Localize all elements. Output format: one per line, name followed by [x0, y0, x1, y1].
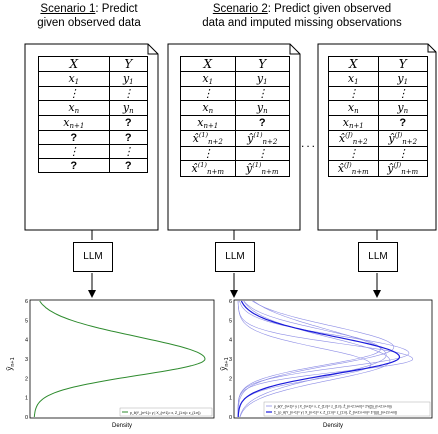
plot-xlabel: Density: [112, 423, 132, 429]
cell-xhat-nm: x̂(1)n+m: [180, 160, 236, 177]
plot-ylabel: ŷn+1: [220, 357, 230, 370]
averaged-density-curve: [237, 300, 401, 418]
llm-box-1: LLM: [73, 242, 113, 272]
density-plot-imputed: ŷn+1 0 1 2 3 4 5 6 p_θ(Y_{n+1}= y | X_{n+1}= x…: [220, 299, 433, 429]
cell-ellipsis: ⋮: [234, 86, 290, 101]
imputed-density-curve: [239, 300, 391, 418]
scenario1-title: Scenario 1: Predict given observed data: [8, 2, 170, 30]
cell-xn: xn: [328, 100, 379, 116]
plot-xlabel: Density: [323, 423, 343, 429]
y-tick-label: 2: [229, 376, 232, 382]
y-tick-label: 1: [25, 396, 28, 402]
cell-unknown: ?: [108, 115, 149, 131]
cell-unknown: ?: [38, 158, 110, 173]
cell-xn: xn: [180, 100, 236, 116]
llm-box-3: LLM: [358, 242, 398, 272]
cell-ellipsis: ⋮: [234, 146, 290, 161]
legend-text-2: Σ_j p_θ(Y_{n+1}= y | X_{n+1}= x, Z_{1:n}…: [274, 410, 397, 415]
col-x: X: [180, 56, 236, 72]
cell-unknown: ?: [234, 115, 290, 131]
cell-yhat-nm: ŷ(J)n+m: [377, 160, 428, 177]
scenario1-title-line2: given observed data: [37, 17, 141, 29]
imputed-density-curve: [237, 300, 395, 417]
arrows: [88, 273, 381, 298]
plot-frame: [29, 299, 215, 419]
cell-ellipsis: ⋮: [377, 86, 428, 101]
cell-x1: x1: [328, 71, 379, 87]
imputed-density-curve: [239, 300, 387, 418]
scenario2-title-line2: data and imputed missing observations: [202, 17, 402, 29]
cell-unknown: ?: [377, 115, 428, 131]
cell-xn: xn: [38, 100, 110, 116]
legend-text-1: p_θ(Y_{n+1}= y | X_{n+1}= x, Z_{1:n}= z_…: [274, 404, 392, 409]
cell-ellipsis: ⋮: [108, 86, 149, 101]
imputed-density-curve: [237, 301, 414, 417]
between-tables-ellipsis: ...: [301, 136, 318, 150]
cell-y1: y1: [234, 71, 290, 87]
cell-yhat-n2: ŷ(J)n+2: [377, 130, 428, 147]
cell-ellipsis: ⋮: [108, 144, 149, 159]
y-ticks: 0 1 2 3 4 5 6: [25, 299, 28, 421]
cell-yn: yn: [108, 100, 149, 116]
cell-yhat-nm: ŷ(1)n+m: [234, 160, 290, 177]
cell-unknown: ?: [108, 158, 149, 173]
cell-unknown: ?: [108, 130, 149, 145]
col-y: Y: [377, 56, 428, 72]
scenario1-label: Scenario 1: [40, 3, 96, 15]
legend-box: [119, 407, 213, 417]
cell-x1: x1: [38, 71, 110, 87]
green-density-curve: [33, 300, 206, 418]
col-x: X: [38, 56, 110, 72]
scenario2-title: Scenario 2: Predict given observed data …: [170, 2, 434, 30]
y-tick-label: 6: [229, 299, 232, 305]
cell-xn1: xn+1: [180, 115, 236, 131]
cell-ellipsis: ⋮: [180, 146, 236, 161]
scenario2-title-rest: : Predict given observed: [267, 3, 392, 15]
cell-xhat-nm: x̂(J)n+m: [328, 160, 379, 177]
cell-yn: yn: [234, 100, 290, 116]
cell-x1: x1: [180, 71, 236, 87]
y-tick-label: 5: [25, 318, 28, 324]
density-plot-observed: ŷn+1 0 1 2 3 4 5 6 p_θ(Y_{n+1}= y | X_{n+1}= x…: [5, 299, 215, 429]
imputed-density-curves: [237, 300, 414, 418]
scenario1-title-rest: : Predict: [95, 3, 138, 15]
cell-ellipsis: ⋮: [180, 86, 236, 101]
cell-y1: y1: [377, 71, 428, 87]
col-y: Y: [234, 56, 290, 72]
y-tick-label: 4: [229, 338, 232, 344]
y-tick-label: 2: [25, 376, 28, 382]
cell-ellipsis: ⋮: [328, 146, 379, 161]
cell-ellipsis: ⋮: [377, 146, 428, 161]
cell-xhat-n2: x̂(1)n+2: [180, 130, 236, 147]
y-tick-label: 6: [25, 299, 28, 305]
llm-box-2: LLM: [215, 242, 255, 272]
plot-ylabel: ŷn+1: [5, 357, 16, 370]
cell-ellipsis: ⋮: [328, 86, 379, 101]
y-tick-label: 5: [229, 318, 232, 324]
scenario2-label: Scenario 2: [212, 3, 268, 15]
y-tick-label: 0: [229, 415, 232, 421]
cell-yn: yn: [377, 100, 428, 116]
y-tick-label: 0: [25, 415, 28, 421]
legend-text: p_θ(Y_{n+1}= y | X_{n+1}= x, Z_{1:n}= z_…: [130, 411, 201, 415]
cell-xn1: xn+1: [38, 115, 110, 131]
y-tick-label: 3: [25, 357, 28, 363]
y-tick-label: 4: [25, 338, 28, 344]
cell-y1: y1: [108, 71, 149, 87]
y-ticks: 0 1 2 3 4 5 6: [229, 299, 232, 421]
cell-ellipsis: ⋮: [38, 144, 110, 159]
y-tick-label: 1: [229, 396, 232, 402]
legend-box: [263, 401, 431, 417]
col-x: X: [328, 56, 379, 72]
col-y: Y: [108, 56, 149, 72]
y-tick-label: 3: [229, 357, 232, 363]
cell-yhat-n2: ŷ(1)n+2: [234, 130, 290, 147]
cell-unknown: ?: [38, 130, 110, 145]
cell-xhat-n2: x̂(J)n+2: [328, 130, 379, 147]
cell-xn1: xn+1: [328, 115, 379, 131]
cell-ellipsis: ⋮: [38, 86, 110, 101]
